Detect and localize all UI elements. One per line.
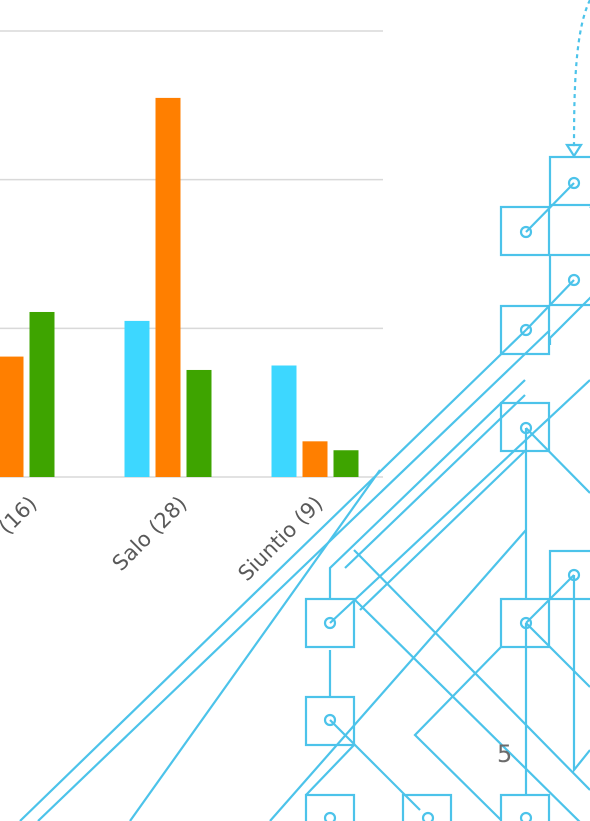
node-square — [499, 793, 551, 821]
dashed-arrow-head — [564, 143, 584, 159]
node-square — [304, 793, 356, 821]
node-square — [548, 253, 590, 307]
node-square — [548, 155, 590, 207]
bar — [155, 97, 181, 478]
via-circle — [567, 273, 581, 287]
via-circle — [519, 811, 533, 821]
bar — [186, 369, 212, 477]
via-circle — [323, 713, 337, 727]
node-square — [499, 205, 551, 257]
via-circle — [323, 616, 337, 630]
trace — [329, 719, 421, 811]
trace — [572, 575, 590, 774]
bar — [0, 356, 24, 477]
page-number: 5 — [497, 740, 513, 768]
via-circle — [421, 811, 435, 821]
trace — [353, 598, 581, 821]
bars — [0, 97, 359, 478]
via-circle — [519, 225, 533, 239]
trace — [19, 329, 527, 821]
bar — [333, 450, 359, 477]
dashed-arrow-line — [572, 0, 590, 151]
trace — [525, 182, 575, 233]
trace — [305, 744, 355, 796]
trace — [353, 549, 590, 791]
via-circle — [323, 811, 337, 821]
trace — [525, 427, 590, 494]
trace — [525, 622, 590, 688]
trace — [525, 279, 575, 331]
node-square — [401, 793, 453, 821]
trace — [548, 296, 590, 345]
bar — [271, 365, 297, 477]
trace — [269, 529, 527, 821]
bar — [302, 441, 328, 477]
via-circle — [519, 323, 533, 337]
bar — [29, 311, 55, 477]
via-circle — [567, 176, 581, 190]
trace — [344, 394, 526, 569]
trace — [525, 574, 575, 624]
trace — [413, 646, 502, 821]
trace — [129, 469, 381, 821]
trace — [37, 329, 551, 821]
trace — [329, 379, 590, 624]
trace — [328, 379, 526, 599]
bar — [124, 320, 150, 477]
